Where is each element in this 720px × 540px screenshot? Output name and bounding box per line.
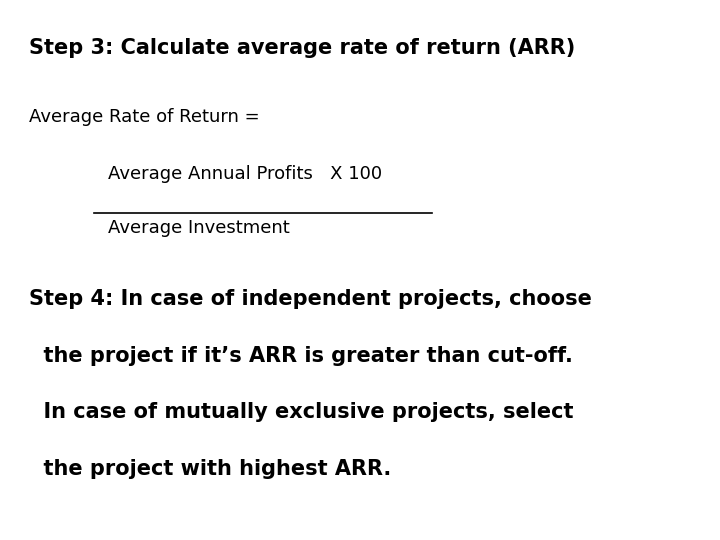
Text: Average Annual Profits   X 100: Average Annual Profits X 100 <box>108 165 382 183</box>
Text: In case of mutually exclusive projects, select: In case of mutually exclusive projects, … <box>29 402 573 422</box>
Text: Step 4: In case of independent projects, choose: Step 4: In case of independent projects,… <box>29 289 592 309</box>
Text: Step 3: Calculate average rate of return (ARR): Step 3: Calculate average rate of return… <box>29 38 575 58</box>
Text: Average Rate of Return =: Average Rate of Return = <box>29 108 259 126</box>
Text: the project if it’s ARR is greater than cut-off.: the project if it’s ARR is greater than … <box>29 346 572 366</box>
Text: the project with highest ARR.: the project with highest ARR. <box>29 459 391 479</box>
Text: Average Investment: Average Investment <box>108 219 289 237</box>
